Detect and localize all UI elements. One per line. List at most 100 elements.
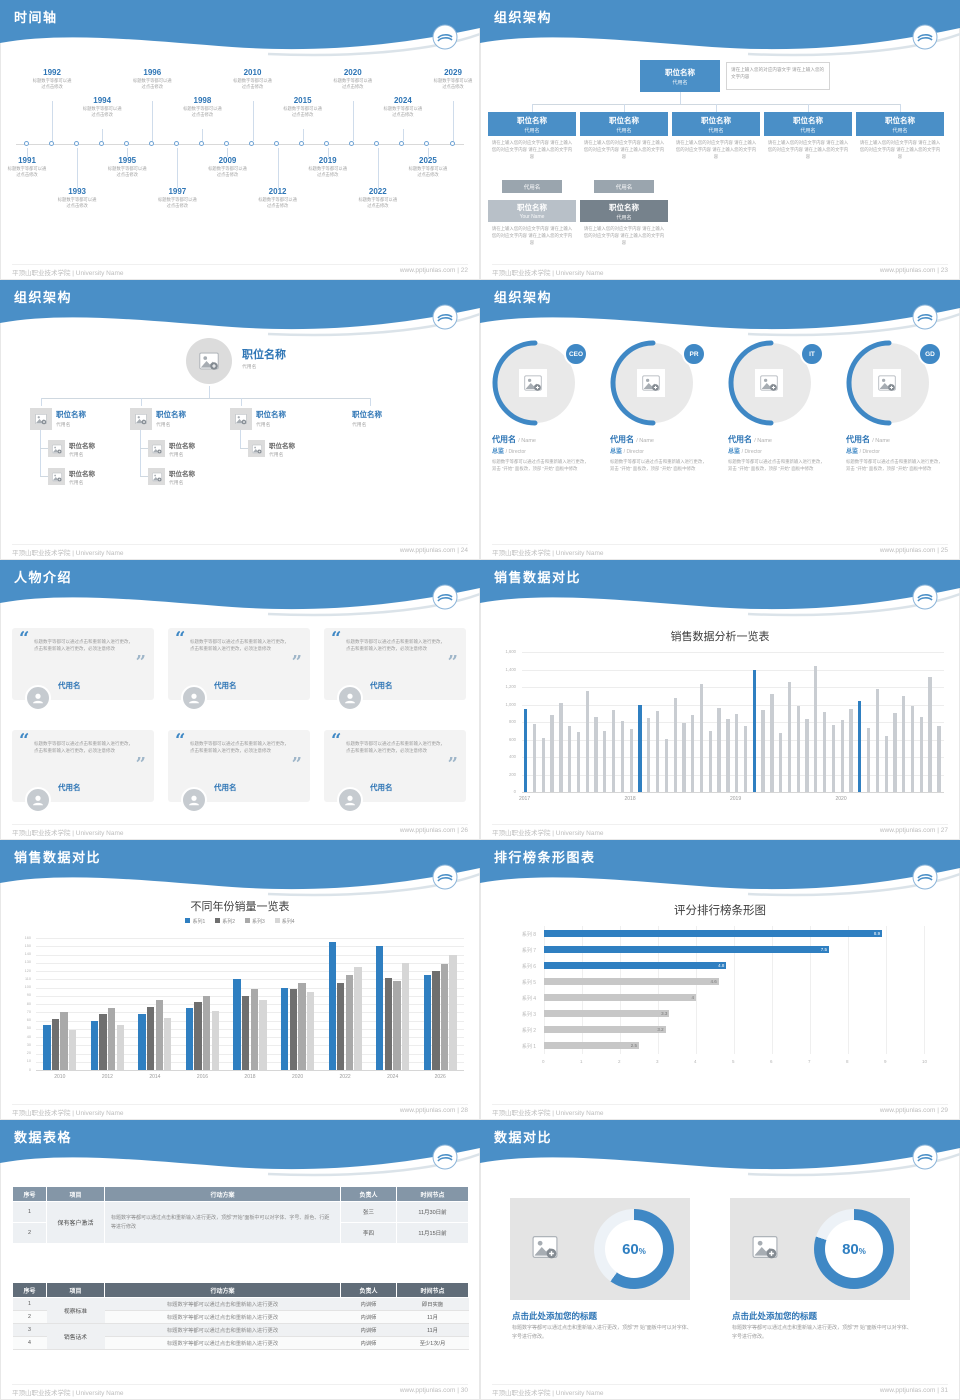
timeline-year: 2024 <box>393 96 412 105</box>
slide-org-tree-24[interactable]: 组织架构 职位名称 代用名 职位名称 代用名 职位名称 代用名 职位名称 代用名 职位名称 代用名… <box>0 280 480 560</box>
member-card: IT <box>724 338 828 430</box>
timeline-node <box>349 141 355 146</box>
gridline <box>522 704 944 706</box>
bar <box>937 726 941 792</box>
header-wave <box>0 840 480 897</box>
person-name: 代用名 <box>58 783 81 792</box>
value-label: 4.6 <box>710 979 717 984</box>
category-label: 系列 2 <box>521 1028 536 1034</box>
logo-badge <box>432 584 458 610</box>
bar <box>726 719 730 792</box>
timeline-connector <box>352 101 354 141</box>
slide-org-boxes-23[interactable]: 组织架构 职位名称 代用名 请在上输入您的对应内容文字 请在上输入您的文字内容 职位名… <box>480 0 960 280</box>
footer-site-page: www.pptjunlas.com | 27 <box>879 827 948 834</box>
compare-panel: 80% <box>730 1198 910 1300</box>
cell-time: 11月30日前 <box>396 1201 469 1223</box>
image-placeholder <box>637 369 665 397</box>
bar <box>116 1024 124 1070</box>
logo-badge <box>912 864 938 890</box>
bar <box>155 999 163 1070</box>
timeline-caption: 标题数字等都可以通过点击修改 <box>82 106 122 117</box>
image-placeholder-icon <box>199 352 219 370</box>
slide-sales-chart-27[interactable]: 销售数据对比 销售数据分析一览表 0 200 400 600 800 1,000 1,200 1… <box>480 560 960 840</box>
org-box: 职位名称 代用名 <box>580 200 668 222</box>
bar <box>699 684 704 792</box>
sub-avatar <box>248 440 265 457</box>
bar <box>90 1020 99 1070</box>
logo-icon <box>912 1144 938 1170</box>
slide-compare-31[interactable]: 数据对比 60% 点击此处添加您的标题 标题数字等都可以通过点击和重新输入进行更改，… <box>480 1120 960 1400</box>
slide-people-26[interactable]: 人物介绍 “ ” 标题数字等都可以通过点击和重新输入进行更改，点击和重新输入进行更改… <box>0 560 480 840</box>
member-desc: 标题数字等都可以通过点击和重新输入进行更改，双击 “开始” 面板改，顶部 “开始… <box>492 459 589 472</box>
quote-close-icon: ” <box>135 754 146 775</box>
org-box: 职位名称 代用名 <box>764 112 852 136</box>
timeline-year: 1992 <box>43 68 61 77</box>
slide-footer: 平顶山职业技术学院 | University Name www.pptjunla… <box>492 1104 948 1117</box>
quote-close-icon: ” <box>291 652 302 673</box>
gridline <box>582 926 583 1054</box>
slide-title: 组织架构 <box>14 290 73 305</box>
bar-chart-canvas: 销售数据分析一览表 0 200 400 600 800 1,000 1,200 1,400 1,6… <box>480 616 960 822</box>
timeline-connector <box>453 101 454 141</box>
y-tick-label: 0 <box>28 1067 31 1072</box>
header-wave <box>480 280 960 337</box>
position-title: 职位名称 <box>69 443 95 450</box>
y-tick-label: 1,600 <box>505 649 516 654</box>
gridline <box>36 979 464 981</box>
timeline-node <box>173 141 179 146</box>
bar <box>337 983 345 1070</box>
table-header-cell: 行动方案 <box>104 1186 341 1202</box>
x-tick-label: 9 <box>884 1059 887 1064</box>
y-tick-label: 0 <box>513 789 516 794</box>
timeline-item: 2015 标题数字等都可以通过点击修改 <box>282 96 324 118</box>
person-name: 代用名 <box>370 783 393 792</box>
child-avatar <box>30 408 52 430</box>
table-row: 1 视察标准 标题数字等都可以通过点击和重新输入进行更改 内训师 即日实施 <box>12 1297 469 1324</box>
slide-grouped-chart-28[interactable]: 销售数据对比 不同年份销量一览表 系列1 系列2 系列3 系列4 0 10 20 30 40 50 6… <box>0 840 480 1120</box>
footer-org: 平顶山职业技术学院 | University Name <box>492 830 604 837</box>
image-placeholder-icon <box>135 414 147 425</box>
slide-timeline-22[interactable]: 时间轴 1991 标题数字等都可以通过点击修改 1992 标题数字等都可以通过点击修改… <box>0 0 480 280</box>
person-avatar <box>337 685 363 711</box>
org-box: 职位名称 代用名 <box>488 112 576 136</box>
x-tick-label: 2018 <box>244 1074 256 1080</box>
slide-title: 排行榜条形图表 <box>494 850 596 865</box>
gridline <box>36 1028 464 1030</box>
slide-footer: 平顶山职业技术学院 | University Name www.pptjunla… <box>12 1384 468 1397</box>
x-tick-label: 2019 <box>730 796 742 802</box>
quote-open-icon: “ <box>175 730 186 751</box>
timeline-connector <box>227 148 229 157</box>
person-name: 代用名 <box>58 681 81 690</box>
logo-icon <box>912 584 938 610</box>
bar <box>620 721 625 792</box>
slide-ranking-29[interactable]: 排行榜条形图表 评分排行榜条形图 0 1 2 3 4 5 6 7 8 9 10 系列 8 8.9 系列 7 7… <box>480 840 960 1120</box>
connector <box>141 398 142 406</box>
x-tick-label: 6 <box>770 1059 773 1064</box>
table-header-cell: 项目 <box>46 1282 105 1298</box>
logo-icon <box>912 864 938 890</box>
slide-org-circles-25[interactable]: 组织架构 CEO 代用名 / Name 总监 / Director 标题数字等都可以通… <box>480 280 960 560</box>
y-tick-label: 110 <box>24 976 31 981</box>
footer-site-page: www.pptjunlas.com | 28 <box>399 1107 468 1114</box>
table-header-cell: 序号 <box>12 1282 47 1298</box>
bar <box>185 1008 194 1070</box>
person-name: 代用名 <box>370 681 393 690</box>
bar <box>805 718 809 792</box>
bar <box>259 999 267 1070</box>
gridline <box>522 739 944 741</box>
gridline <box>522 722 944 723</box>
org-box-text: 请在上输入您的对应文字内容 请在上输入您的对应文字内容 请在上输入您的文字内容 <box>491 140 573 159</box>
bar <box>423 975 431 1070</box>
person-quote: 标题数字等都可以通过点击和重新输入进行更改，点击和重新输入进行更改，必须注意修改 <box>346 639 445 652</box>
position-title: 职位名称 <box>169 443 195 450</box>
timeline-axis <box>16 144 464 145</box>
timeline-year: 2025 <box>419 156 437 165</box>
connector <box>41 398 42 406</box>
table-header-cell: 负责人 <box>340 1282 397 1298</box>
cell-no: 3 <box>12 1323 47 1337</box>
bar <box>638 704 642 792</box>
logo-icon <box>912 24 938 50</box>
slide-header: 人物介绍 <box>0 560 480 618</box>
table-row: 2 标题数字等都可以通过点击和重新输入进行更改 内训师 11月 <box>12 1310 469 1324</box>
slide-tables-30[interactable]: 数据表格 序号 项目 行动方案 负责人 时间节点 1 保有客户激活 标题数字等都可以通过点击和… <box>0 1120 480 1400</box>
